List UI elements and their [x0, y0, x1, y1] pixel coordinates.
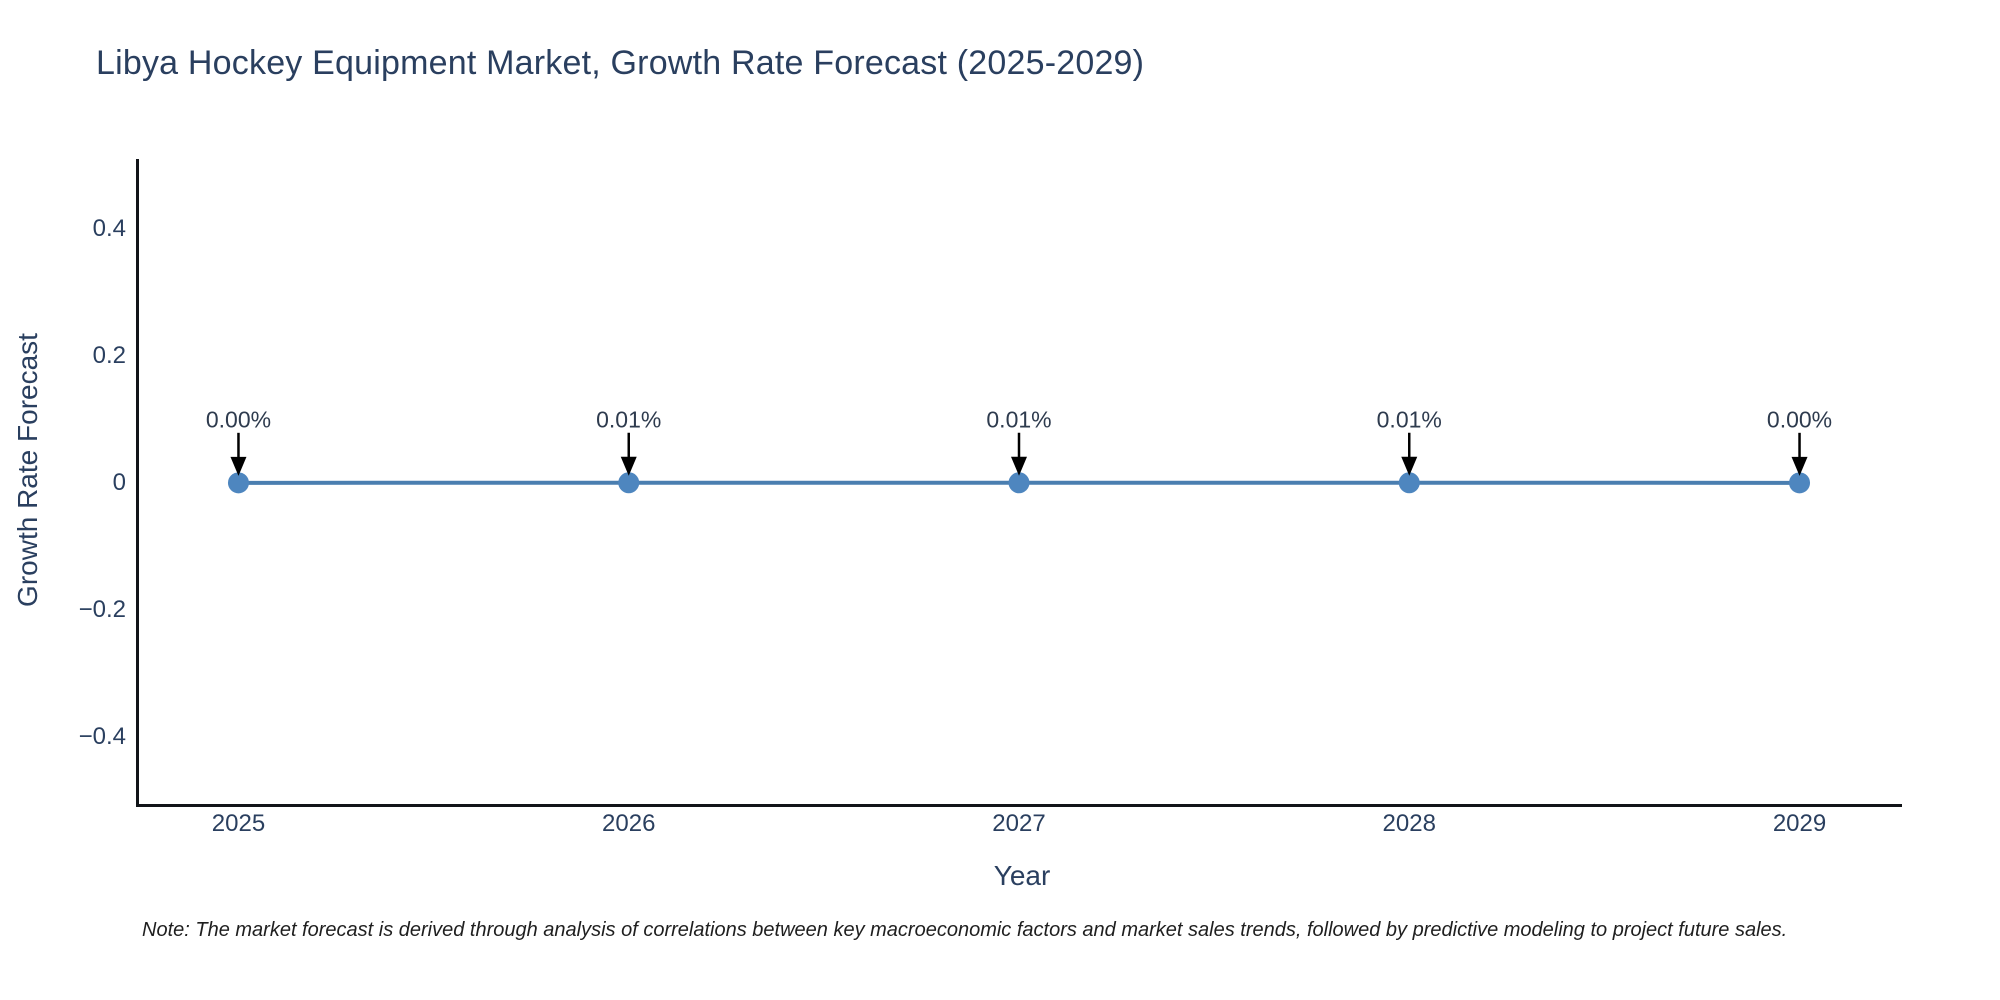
x-tick-label: 2028 — [1382, 810, 1436, 837]
y-axis-line — [136, 159, 139, 807]
annotation-arrowhead-icon — [230, 456, 247, 476]
chart-title: Libya Hockey Equipment Market, Growth Ra… — [96, 44, 1145, 82]
x-tick-label: 2029 — [1772, 810, 1827, 837]
data-point-marker — [1008, 472, 1030, 494]
y-axis-title: Growth Rate Forecast — [12, 333, 43, 607]
x-tick-label: 2027 — [992, 810, 1046, 837]
annotation-arrowhead-icon — [620, 456, 637, 476]
annotation-arrowhead-icon — [1791, 456, 1808, 476]
data-point-marker — [618, 472, 640, 494]
y-tick-label: −0.2 — [78, 595, 126, 623]
data-point-marker — [227, 472, 249, 494]
footnote: Note: The market forecast is derived thr… — [142, 919, 1788, 941]
annotation-arrowhead-icon — [1401, 456, 1418, 476]
point-annotation: 0.01% — [596, 406, 662, 433]
data-point-marker — [1398, 472, 1420, 494]
y-tick-label: 0.4 — [92, 214, 126, 242]
point-annotation: 0.01% — [986, 406, 1052, 433]
y-tick-label: 0 — [112, 468, 126, 496]
point-annotation: 0.01% — [1376, 406, 1442, 433]
x-axis-title: Year — [993, 860, 1051, 891]
x-axis-line — [136, 804, 1902, 807]
x-tick-label: 2025 — [211, 810, 266, 837]
x-tick-label: 2026 — [602, 810, 656, 837]
data-point-marker — [1789, 472, 1811, 494]
point-annotation: 0.00% — [205, 406, 272, 433]
annotation-arrowhead-icon — [1011, 456, 1027, 476]
point-annotation: 0.00% — [1766, 406, 1833, 433]
y-tick-label: −0.4 — [78, 723, 126, 750]
y-tick-label: 0.2 — [92, 341, 126, 369]
